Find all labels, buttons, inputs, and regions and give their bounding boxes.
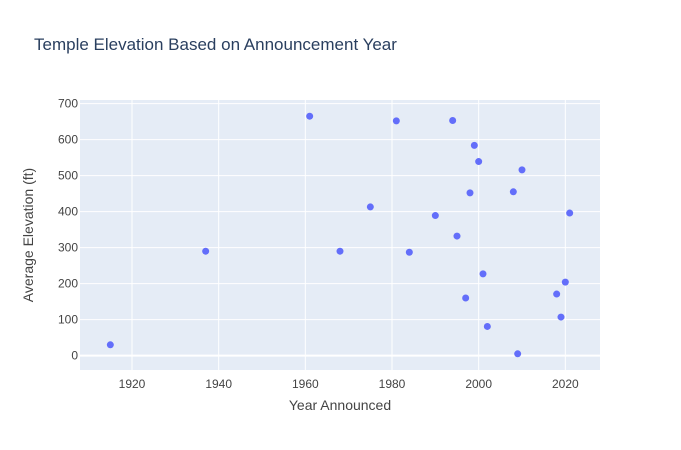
data-point[interactable] <box>470 141 478 149</box>
chart-title: Temple Elevation Based on Announcement Y… <box>34 35 397 54</box>
x-axis-ticks: 1920 1940 1960 1980 2000 2020 <box>119 377 579 391</box>
data-point[interactable] <box>366 203 374 211</box>
y-tick-label: 400 <box>58 205 78 219</box>
data-point[interactable] <box>306 112 314 120</box>
x-tick-label: 2000 <box>465 377 492 391</box>
y-tick-label: 300 <box>58 241 78 255</box>
data-point[interactable] <box>553 290 561 298</box>
data-point[interactable] <box>479 270 487 278</box>
y-tick-label: 100 <box>58 313 78 327</box>
data-point[interactable] <box>566 209 574 217</box>
y-axis-title: Average Elevation (ft) <box>20 168 36 302</box>
x-tick-label: 1960 <box>292 377 319 391</box>
data-point[interactable] <box>336 247 344 255</box>
y-tick-label: 500 <box>58 169 78 183</box>
data-point[interactable] <box>405 248 413 256</box>
data-point[interactable] <box>106 341 114 349</box>
data-points <box>106 112 574 358</box>
data-point[interactable] <box>462 294 470 302</box>
data-point[interactable] <box>561 278 569 286</box>
data-point[interactable] <box>475 158 483 166</box>
data-point[interactable] <box>509 188 517 196</box>
data-point[interactable] <box>453 232 461 240</box>
y-axis-ticks: 0 100 200 300 400 500 600 700 <box>58 97 78 363</box>
data-point[interactable] <box>518 166 526 174</box>
y-tick-label: 700 <box>58 97 78 111</box>
data-point[interactable] <box>202 247 210 255</box>
y-tick-label: 0 <box>71 349 78 363</box>
x-axis-title: Year Announced <box>289 397 391 413</box>
x-tick-label: 1920 <box>119 377 146 391</box>
y-tick-label: 600 <box>58 133 78 147</box>
data-point[interactable] <box>449 117 457 125</box>
data-point[interactable] <box>483 322 491 330</box>
x-tick-label: 2020 <box>552 377 579 391</box>
data-point[interactable] <box>392 117 400 125</box>
x-tick-label: 1980 <box>379 377 406 391</box>
gridlines <box>80 100 600 370</box>
data-point[interactable] <box>466 189 474 197</box>
x-tick-label: 1940 <box>205 377 232 391</box>
data-point[interactable] <box>557 313 565 321</box>
data-point[interactable] <box>431 212 439 220</box>
plot-area <box>80 100 600 370</box>
y-tick-label: 200 <box>58 277 78 291</box>
data-point[interactable] <box>514 350 522 358</box>
